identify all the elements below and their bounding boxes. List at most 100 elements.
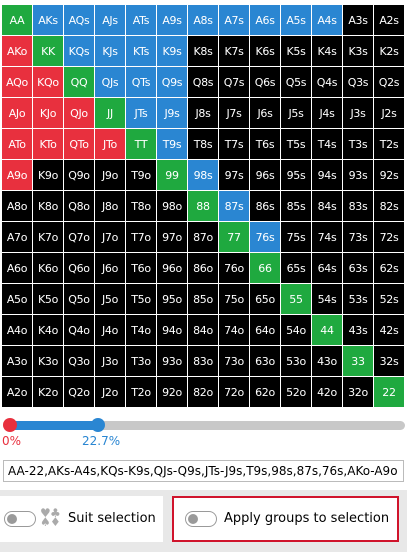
hand-cell[interactable]: 76s [250, 222, 280, 252]
hand-cell[interactable]: K5o [33, 284, 63, 314]
hand-cell[interactable]: 99 [157, 160, 187, 190]
hand-cell[interactable]: KJo [33, 98, 63, 128]
hand-cell[interactable]: 94o [157, 315, 187, 345]
hand-cell[interactable]: K8s [188, 36, 218, 66]
hand-cell[interactable]: T6s [250, 129, 280, 159]
hand-cell[interactable]: AKs [33, 5, 63, 35]
hand-cell[interactable]: J8o [95, 191, 125, 221]
apply-groups-toggle[interactable] [185, 511, 217, 527]
hand-cell[interactable]: T8s [188, 129, 218, 159]
hand-cell[interactable]: 43s [343, 315, 373, 345]
hand-cell[interactable]: 62o [250, 377, 280, 407]
hand-cell[interactable]: T3o [126, 346, 156, 376]
hand-cell[interactable]: Q8o [64, 191, 94, 221]
hand-cell[interactable]: Q4s [312, 67, 342, 97]
hand-cell[interactable]: Q6s [250, 67, 280, 97]
hand-cell[interactable]: 43o [312, 346, 342, 376]
hand-cell[interactable]: 82s [374, 191, 404, 221]
hand-cell[interactable]: T7s [219, 129, 249, 159]
hand-cell[interactable]: T3s [343, 129, 373, 159]
hand-cell[interactable]: AJs [95, 5, 125, 35]
hand-cell[interactable]: A9o [2, 160, 32, 190]
hand-cell[interactable]: A6o [2, 253, 32, 283]
hand-cell[interactable]: K2s [374, 36, 404, 66]
hand-cell[interactable]: K6s [250, 36, 280, 66]
hand-cell[interactable]: 63o [250, 346, 280, 376]
hand-cell[interactable]: 85o [188, 284, 218, 314]
hand-cell[interactable]: TT [126, 129, 156, 159]
hand-cell[interactable]: T7o [126, 222, 156, 252]
hand-cell[interactable]: AKo [2, 36, 32, 66]
slider-track[interactable] [8, 421, 405, 430]
hand-cell[interactable]: 53s [343, 284, 373, 314]
hand-cell[interactable]: KTs [126, 36, 156, 66]
hand-cell[interactable]: 73s [343, 222, 373, 252]
hand-cell[interactable]: Q8s [188, 67, 218, 97]
hand-cell[interactable]: JTs [126, 98, 156, 128]
slider-min-handle[interactable] [3, 418, 17, 432]
hand-cell[interactable]: J4s [312, 98, 342, 128]
hand-cell[interactable]: 65s [281, 253, 311, 283]
hand-cell[interactable]: J7o [95, 222, 125, 252]
hand-cell[interactable]: KTo [33, 129, 63, 159]
hand-cell[interactable]: T9o [126, 160, 156, 190]
hand-cell[interactable]: 94s [312, 160, 342, 190]
hand-cell[interactable]: 74s [312, 222, 342, 252]
hand-cell[interactable]: 66 [250, 253, 280, 283]
hand-cell[interactable]: J5s [281, 98, 311, 128]
hand-cell[interactable]: Q7s [219, 67, 249, 97]
hand-cell[interactable]: 96s [250, 160, 280, 190]
hand-cell[interactable]: J3s [343, 98, 373, 128]
hand-cell[interactable]: J8s [188, 98, 218, 128]
hand-cell[interactable]: 93o [157, 346, 187, 376]
hand-cell[interactable]: 64s [312, 253, 342, 283]
hand-cell[interactable]: 84s [312, 191, 342, 221]
hand-cell[interactable]: K4s [312, 36, 342, 66]
hand-cell[interactable]: Q2s [374, 67, 404, 97]
hand-cell[interactable]: A2o [2, 377, 32, 407]
hand-cell[interactable]: 22 [374, 377, 404, 407]
hand-cell[interactable]: K9s [157, 36, 187, 66]
hand-cell[interactable]: 83o [188, 346, 218, 376]
hand-cell[interactable]: 84o [188, 315, 218, 345]
hand-cell[interactable]: J2s [374, 98, 404, 128]
hand-cell[interactable]: QTo [64, 129, 94, 159]
hand-cell[interactable]: Q3s [343, 67, 373, 97]
hand-cell[interactable]: ATo [2, 129, 32, 159]
hand-cell[interactable]: QTs [126, 67, 156, 97]
hand-cell[interactable]: JJ [95, 98, 125, 128]
hand-cell[interactable]: 42o [312, 377, 342, 407]
hand-cell[interactable]: 54s [312, 284, 342, 314]
hand-cell[interactable]: Q4o [64, 315, 94, 345]
hand-cell[interactable]: 93s [343, 160, 373, 190]
hand-cell[interactable]: 62s [374, 253, 404, 283]
hand-cell[interactable]: Q6o [64, 253, 94, 283]
hand-cell[interactable]: J9s [157, 98, 187, 128]
hand-cell[interactable]: Q7o [64, 222, 94, 252]
hand-cell[interactable]: 52s [374, 284, 404, 314]
hand-cell[interactable]: A5o [2, 284, 32, 314]
hand-cell[interactable]: 77 [219, 222, 249, 252]
hand-cell[interactable]: 33 [343, 346, 373, 376]
hand-cell[interactable]: J4o [95, 315, 125, 345]
hand-cell[interactable]: K7o [33, 222, 63, 252]
hand-cell[interactable]: A7o [2, 222, 32, 252]
hand-cell[interactable]: ATs [126, 5, 156, 35]
hand-cell[interactable]: 92o [157, 377, 187, 407]
hand-cell[interactable]: 75o [219, 284, 249, 314]
hand-cell[interactable]: J3o [95, 346, 125, 376]
hand-cell[interactable]: 97o [157, 222, 187, 252]
hand-cell[interactable]: K6o [33, 253, 63, 283]
hand-cell[interactable]: A3s [343, 5, 373, 35]
hand-cell[interactable]: JTo [95, 129, 125, 159]
hand-cell[interactable]: QJs [95, 67, 125, 97]
hand-cell[interactable]: A8o [2, 191, 32, 221]
hand-cell[interactable]: J2o [95, 377, 125, 407]
hand-cell[interactable]: 55 [281, 284, 311, 314]
hand-cell[interactable]: Q9o [64, 160, 94, 190]
hand-cell[interactable]: 86o [188, 253, 218, 283]
hand-cell[interactable]: 97s [219, 160, 249, 190]
hand-cell[interactable]: QQ [64, 67, 94, 97]
hand-cell[interactable]: 74o [219, 315, 249, 345]
hand-cell[interactable]: 95o [157, 284, 187, 314]
